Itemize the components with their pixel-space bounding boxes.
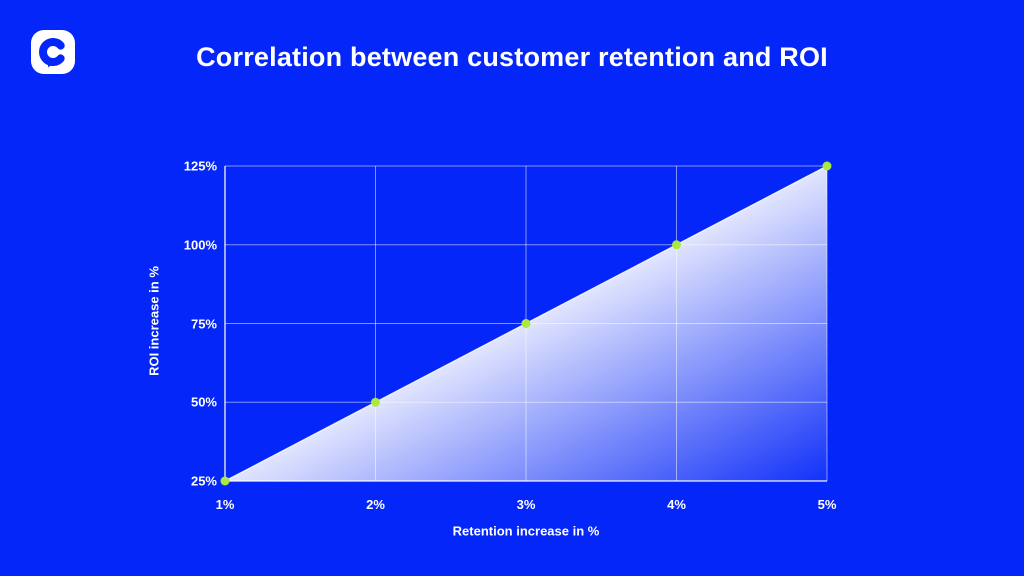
x-tick-label: 4% (667, 497, 686, 512)
y-axis-title: ROI increase in % (146, 266, 162, 376)
x-tick-label: 1% (215, 497, 235, 512)
x-tick-label: 2% (366, 497, 385, 512)
brand-c-icon (39, 38, 65, 68)
y-tick-label: 100% (183, 237, 217, 253)
y-tick-label: 50% (190, 394, 217, 410)
y-tick-label: 75% (190, 316, 217, 331)
y-tick-label: 125% (183, 158, 217, 174)
x-tick-label: 3% (516, 497, 536, 512)
chart-title: Correlation between customer retention a… (196, 42, 828, 72)
y-tick-label: 25% (190, 473, 217, 489)
brand-logo (31, 30, 75, 74)
x-axis-title: Retention increase in % (452, 523, 600, 539)
x-tick-label: 5% (817, 497, 837, 512)
